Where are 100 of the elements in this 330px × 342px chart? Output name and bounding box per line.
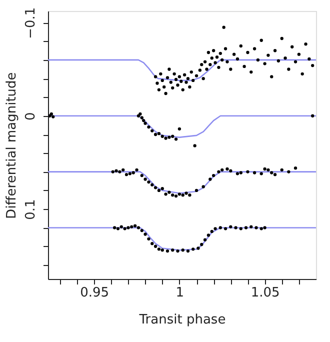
- point: [150, 183, 154, 186]
- point: [130, 225, 134, 228]
- point: [160, 187, 164, 190]
- point: [128, 172, 132, 176]
- point: [270, 171, 274, 174]
- point: [206, 234, 210, 237]
- point: [203, 238, 207, 242]
- point: [123, 227, 126, 230]
- point: [244, 226, 248, 230]
- point: [154, 132, 158, 136]
- point: [140, 116, 144, 120]
- point: [174, 138, 178, 141]
- point: [184, 192, 188, 195]
- point: [263, 167, 266, 171]
- point: [147, 125, 150, 129]
- point: [142, 118, 146, 122]
- point: [171, 134, 174, 138]
- point: [229, 169, 232, 172]
- point: [114, 169, 118, 172]
- line-series: [47, 59, 317, 82]
- point: [193, 144, 196, 148]
- point: [168, 136, 171, 139]
- point: [160, 248, 164, 252]
- point: [181, 248, 184, 252]
- point: [154, 186, 158, 190]
- point: [246, 170, 250, 174]
- point: [52, 115, 55, 118]
- point: [194, 188, 198, 192]
- point: [157, 188, 161, 192]
- y-tick-label: −0.1: [24, 7, 38, 39]
- point: [157, 132, 161, 136]
- point: [168, 190, 171, 194]
- point: [135, 168, 138, 172]
- point: [160, 134, 164, 138]
- point: [181, 194, 184, 197]
- y-tick-label: 0.1: [24, 199, 38, 220]
- x-axis-title: Transit phase: [138, 312, 226, 328]
- point: [224, 227, 228, 230]
- point: [150, 242, 154, 246]
- point: [133, 224, 137, 228]
- point: [116, 227, 120, 230]
- point: [171, 194, 174, 197]
- point: [263, 226, 266, 230]
- point: [164, 192, 168, 196]
- point: [280, 168, 284, 172]
- point: [226, 167, 229, 171]
- point: [144, 178, 147, 181]
- point: [192, 248, 195, 251]
- point: [126, 226, 130, 230]
- point: [236, 172, 240, 176]
- point: [217, 170, 220, 174]
- y-tick-label: 0: [24, 112, 38, 121]
- point: [150, 129, 154, 132]
- point: [111, 170, 114, 174]
- point: [210, 230, 214, 234]
- x-tick-label: 1: [176, 286, 184, 300]
- point: [122, 168, 125, 172]
- y-axis-title: Differential magnitude: [4, 72, 20, 219]
- point: [157, 248, 161, 251]
- point: [229, 225, 232, 228]
- point: [171, 248, 174, 252]
- point: [260, 227, 263, 230]
- point: [273, 173, 277, 176]
- point: [266, 168, 270, 172]
- point: [147, 237, 150, 240]
- point: [260, 172, 263, 176]
- point: [214, 227, 217, 230]
- point: [196, 246, 200, 250]
- point: [166, 249, 170, 253]
- x-tick-label: 1.05: [250, 286, 280, 300]
- point: [212, 174, 216, 178]
- point: [176, 249, 180, 253]
- point: [144, 122, 147, 125]
- x-tick-label: 0.95: [80, 286, 110, 300]
- point: [188, 194, 192, 197]
- point: [112, 226, 116, 230]
- point: [234, 226, 238, 230]
- point: [154, 244, 158, 248]
- point: [239, 171, 242, 174]
- point: [178, 192, 182, 196]
- point: [178, 127, 182, 130]
- point: [140, 174, 144, 178]
- point: [250, 225, 253, 228]
- point: [132, 171, 135, 174]
- point: [50, 112, 53, 116]
- point: [239, 227, 242, 230]
- point: [144, 232, 147, 236]
- point: [287, 170, 290, 174]
- point: [147, 180, 150, 184]
- point: [254, 226, 258, 230]
- point: [124, 173, 128, 176]
- point: [200, 242, 204, 246]
- point: [208, 178, 212, 181]
- point: [118, 170, 122, 174]
- point: [174, 194, 178, 198]
- point: [294, 166, 298, 170]
- point: [252, 171, 256, 174]
- point: [140, 228, 144, 232]
- point: [120, 225, 123, 228]
- point: [218, 226, 222, 230]
